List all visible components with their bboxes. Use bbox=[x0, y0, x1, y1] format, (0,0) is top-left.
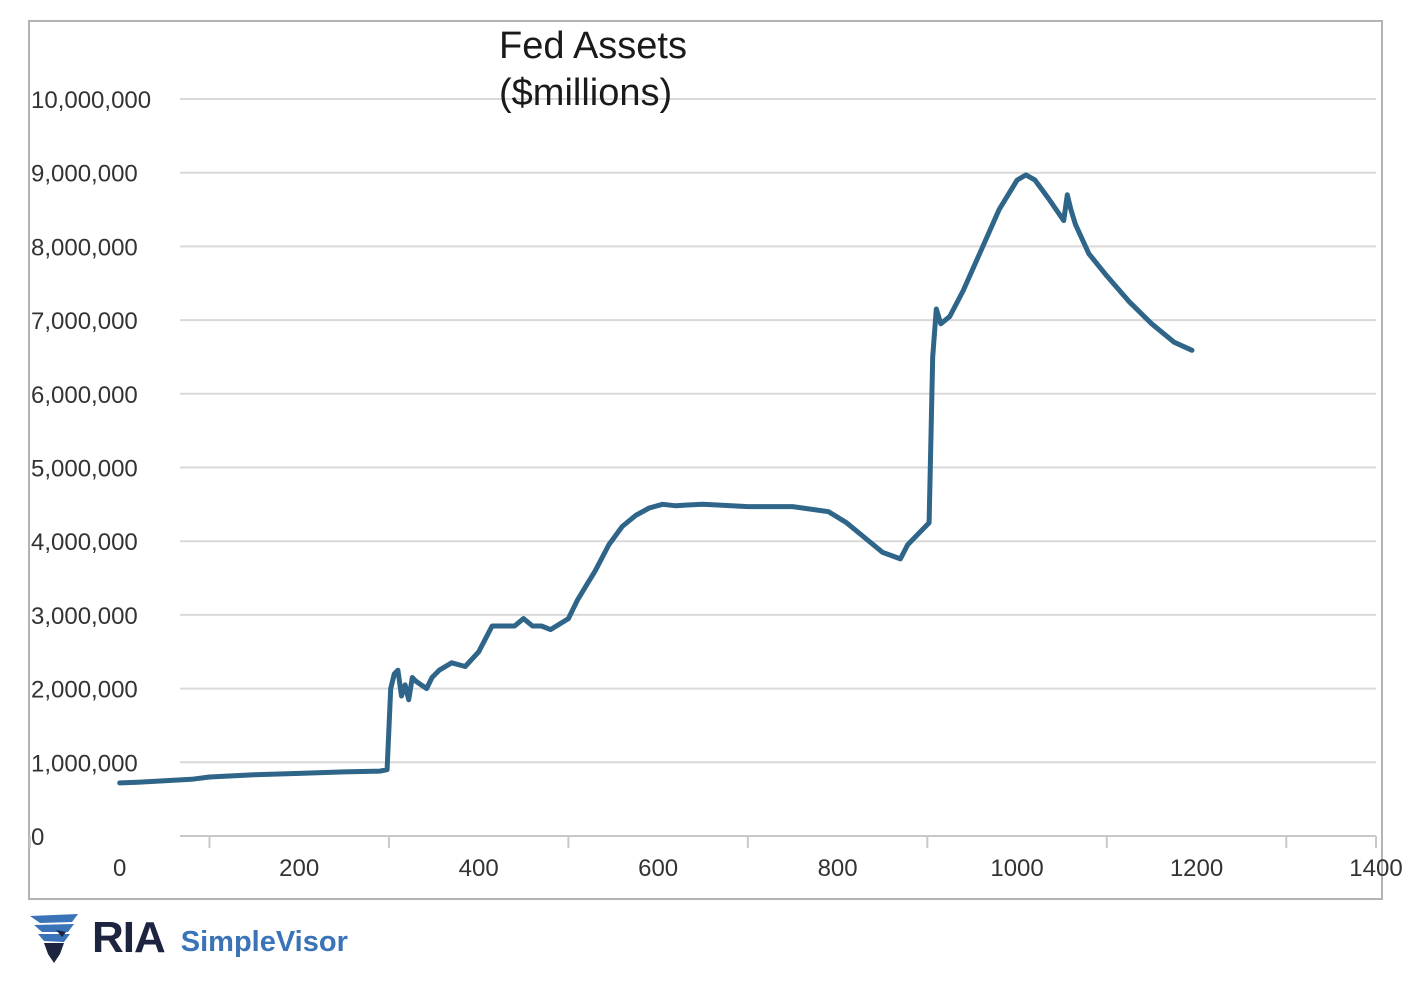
y-tick-label: 1,000,000 bbox=[31, 750, 138, 777]
grid-lines bbox=[180, 98, 1376, 764]
brand-footer: RIA SimpleVisor bbox=[26, 908, 348, 968]
x-axis-labels: 0 200 400 600 800 1000 1200 1400 bbox=[113, 855, 1403, 882]
y-tick-label: 0 bbox=[31, 824, 44, 851]
fed-assets-chart: 0 1,000,000 2,000,000 3,000,000 4,000,000 5,0… bbox=[28, 20, 1403, 900]
x-tick-label: 1000 bbox=[990, 855, 1043, 882]
y-tick-label: 6,000,000 bbox=[31, 382, 138, 409]
chart-title-line-1: Fed Assets bbox=[499, 25, 687, 67]
x-tick-label: 600 bbox=[638, 855, 678, 882]
x-tick-label: 200 bbox=[279, 855, 319, 882]
chart-frame: 0 1,000,000 2,000,000 3,000,000 4,000,000 5,0… bbox=[28, 20, 1403, 900]
brand-product-name: SimpleVisor bbox=[180, 925, 348, 958]
x-tick-label: 800 bbox=[818, 855, 858, 882]
y-tick-label: 4,000,000 bbox=[31, 529, 138, 556]
x-tick-label: 1200 bbox=[1170, 855, 1223, 882]
x-tick-label: 0 bbox=[113, 855, 126, 882]
chart-title-line-2: ($millions) bbox=[499, 72, 672, 114]
y-tick-label: 2,000,000 bbox=[31, 677, 138, 704]
chart-border bbox=[28, 20, 1383, 900]
y-tick-label: 7,000,000 bbox=[31, 308, 138, 335]
brand-name: RIA bbox=[92, 913, 166, 962]
y-tick-label: 8,000,000 bbox=[31, 234, 138, 261]
y-axis-labels: 0 1,000,000 2,000,000 3,000,000 4,000,000 5,0… bbox=[31, 87, 151, 851]
y-tick-label: 3,000,000 bbox=[31, 603, 138, 630]
y-tick-label: 9,000,000 bbox=[31, 161, 138, 188]
series-line-0 bbox=[117, 172, 1195, 786]
x-tick-label: 1400 bbox=[1349, 855, 1402, 882]
series-layer bbox=[117, 172, 1195, 786]
x-tick-label: 400 bbox=[459, 855, 499, 882]
y-tick-label: 10,000,000 bbox=[31, 87, 151, 114]
x-axis bbox=[29, 835, 1377, 848]
y-tick-label: 5,000,000 bbox=[31, 456, 138, 483]
eagle-shield-icon bbox=[30, 914, 78, 963]
